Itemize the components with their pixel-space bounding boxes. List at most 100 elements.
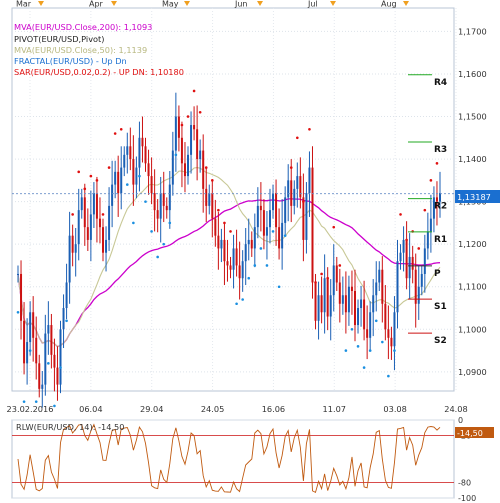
- sar-dot: [119, 127, 123, 131]
- candle-body: [98, 218, 101, 228]
- sar-dot: [180, 123, 184, 127]
- sar-dot: [381, 340, 384, 344]
- candle-body: [338, 282, 341, 304]
- legend-sar: SAR(EUR/USD,0.02,0.2) - UP DN: 1,10180: [14, 67, 184, 77]
- pivot-label: S2: [434, 336, 447, 346]
- x-tick-label: 11.07: [323, 404, 346, 414]
- pivot-label: R3: [434, 145, 447, 155]
- candle-body: [329, 295, 332, 317]
- candle-body: [56, 367, 59, 385]
- candle-body: [347, 286, 350, 313]
- candle-body: [305, 193, 308, 240]
- rlw-line: [17, 423, 441, 494]
- y-tick-label: 1,1100: [458, 282, 487, 292]
- candle-body: [199, 150, 202, 160]
- candle-body: [29, 312, 32, 343]
- y-tick-label: 1,1700: [458, 26, 487, 36]
- candle-body: [284, 197, 287, 223]
- candle-body: [17, 273, 19, 275]
- candle-body: [299, 176, 302, 198]
- sar-dot: [362, 366, 366, 369]
- sar-dot: [314, 281, 317, 284]
- sar-dot: [265, 264, 269, 267]
- candle-body: [223, 239, 226, 262]
- candle-body: [244, 244, 247, 262]
- candle-body: [363, 299, 366, 330]
- sar-dot: [34, 400, 38, 403]
- candle-body: [47, 325, 50, 334]
- x-tick-label: 29.04: [140, 404, 163, 414]
- sar-dot: [399, 213, 402, 216]
- candle-body: [357, 308, 360, 326]
- sar-dot: [374, 319, 378, 323]
- candle-body: [369, 312, 372, 338]
- candle-body: [86, 227, 89, 240]
- candle-body: [423, 248, 426, 274]
- sar-dot: [217, 208, 220, 212]
- sar-dot: [95, 179, 99, 182]
- sar-dot: [186, 115, 190, 118]
- candle-body: [344, 295, 347, 313]
- candle-body: [95, 193, 98, 219]
- x-tick-label: 24.08: [444, 404, 467, 414]
- candle-body: [432, 197, 435, 219]
- sar-dot: [296, 136, 299, 140]
- candle-body: [50, 325, 53, 355]
- sar-dot: [144, 200, 147, 203]
- sar-dot: [150, 230, 153, 233]
- sar-dot: [253, 264, 257, 267]
- x-tick-label: 03.08: [383, 404, 406, 414]
- candle-body: [220, 239, 223, 249]
- candle-body: [405, 239, 408, 279]
- rlw-tick-label: -80: [458, 478, 471, 487]
- sar-dot: [429, 179, 433, 182]
- candle-body: [417, 286, 420, 304]
- candle-body: [132, 159, 135, 185]
- candle-body: [302, 197, 305, 240]
- candle-body: [144, 146, 147, 164]
- candle-body: [217, 235, 220, 249]
- candle-body: [162, 193, 165, 206]
- month-marker-icon: [38, 1, 44, 6]
- candle-body: [402, 239, 405, 253]
- sar-dot: [138, 174, 141, 178]
- sar-dot: [405, 238, 408, 242]
- month-label: May: [162, 0, 179, 9]
- sar-dot: [356, 345, 360, 348]
- candle-body: [74, 244, 77, 253]
- candle-body: [426, 231, 429, 249]
- candle-body: [384, 303, 387, 330]
- candle-body: [129, 146, 132, 160]
- candle-body: [238, 265, 241, 279]
- candle-body: [259, 205, 262, 211]
- candle-body: [435, 197, 438, 202]
- candle-body: [20, 273, 23, 321]
- sar-dot: [83, 187, 87, 191]
- candle-body: [235, 248, 238, 266]
- sar-dot: [223, 221, 226, 225]
- candle-body: [408, 256, 411, 279]
- candle-body: [390, 337, 393, 347]
- candle-body: [335, 265, 338, 283]
- month-label: Aug: [381, 0, 397, 9]
- sar-dot: [235, 302, 238, 306]
- sar-dot: [77, 170, 81, 174]
- candle-body: [196, 129, 199, 160]
- candle-body: [211, 193, 214, 219]
- candle-body: [275, 193, 278, 228]
- candle-body: [183, 163, 186, 177]
- candle-body: [439, 193, 441, 202]
- pivot-label: S1: [434, 302, 447, 312]
- month-marker-icon: [184, 1, 190, 6]
- sar-dot: [16, 310, 20, 314]
- candle-body: [92, 193, 95, 215]
- candle-body: [171, 150, 174, 185]
- sar-dot: [168, 221, 172, 225]
- pivot-levels: R4 R3 R2 R1 P S1 S2: [12, 74, 454, 346]
- candle-body: [229, 265, 232, 270]
- candle-body: [68, 235, 71, 283]
- candle-body: [165, 205, 168, 211]
- legend-mva50: MVA(EUR/USD.Close,50): 1,1139: [14, 45, 147, 55]
- rlw-last-label: -14,50: [457, 429, 483, 438]
